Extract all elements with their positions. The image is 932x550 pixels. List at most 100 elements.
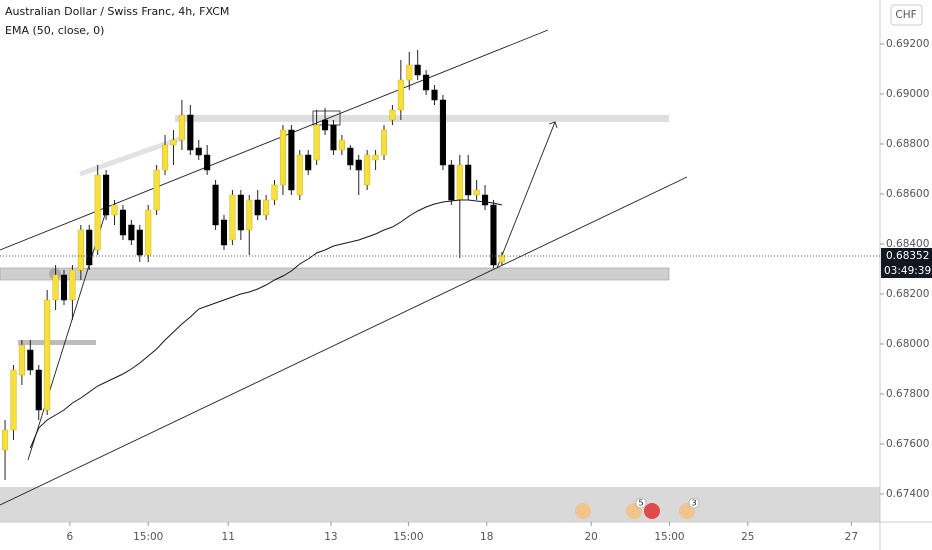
highlight-line	[79, 134, 186, 177]
candle-body	[27, 349, 34, 371]
candle-body	[296, 154, 303, 196]
candle-body	[103, 174, 110, 216]
zone	[175, 115, 669, 122]
x-tick-label: 20	[584, 531, 597, 543]
arrow-head	[548, 121, 558, 129]
x-tick-label: 13	[324, 531, 337, 543]
y-tick-label: 0.68600	[886, 188, 929, 200]
x-tick-label: 18	[480, 531, 493, 543]
subtitle: EMA (50, close, 0)	[5, 24, 104, 37]
x-tick-label: 25	[741, 531, 754, 543]
candle-body	[178, 114, 185, 141]
badge-count: 3	[691, 499, 696, 508]
x-tick-label: 15:00	[393, 531, 423, 543]
candle-body	[254, 199, 261, 216]
candle-body	[465, 164, 472, 196]
candle-body	[136, 229, 143, 256]
candle-body	[355, 159, 362, 171]
candle-body	[119, 209, 126, 236]
trend-line	[0, 176, 688, 506]
y-tick-label: 0.69200	[886, 38, 929, 50]
candle-body	[364, 154, 371, 186]
y-tick-label: 0.68800	[886, 138, 929, 150]
event-icon[interactable]	[644, 503, 660, 519]
event-icon[interactable]	[575, 503, 591, 519]
countdown-box	[881, 263, 932, 278]
candle-body	[246, 199, 253, 231]
candle-body	[162, 144, 169, 171]
candle-body	[204, 154, 211, 171]
candle-body	[170, 139, 177, 146]
candle-body	[448, 164, 455, 201]
trend-line	[0, 29, 549, 251]
zone	[0, 487, 880, 522]
candle-body	[406, 64, 413, 81]
candle-body	[153, 169, 160, 211]
currency: CHF	[895, 9, 916, 21]
candle-body	[60, 274, 68, 301]
candle-body	[313, 124, 320, 161]
x-tick-label: 11	[222, 531, 235, 543]
candle-body	[271, 184, 278, 201]
badge-count: 5	[638, 499, 643, 508]
drawings	[0, 29, 880, 522]
candle-body	[35, 369, 42, 411]
candle-body	[380, 129, 388, 156]
candle-body	[94, 174, 101, 251]
y-tick-label: 0.68000	[886, 338, 929, 350]
events: 5 3	[575, 497, 700, 519]
candle-body	[305, 154, 312, 171]
candle-body	[322, 119, 329, 131]
chart-title: Australian Dollar / Swiss Franc, 4h, FXC…	[5, 5, 229, 18]
candle-body	[237, 194, 244, 231]
candle-body	[330, 124, 337, 151]
x-tick-label: 15:00	[654, 531, 684, 543]
candle-body	[372, 154, 379, 161]
candle-body	[52, 274, 59, 301]
candle-body	[2, 429, 9, 451]
candle-body	[229, 194, 236, 241]
candle-body	[389, 109, 396, 121]
candle-body	[431, 89, 438, 101]
candle-body	[397, 79, 404, 111]
candle-body	[220, 219, 228, 246]
candle-body	[414, 64, 421, 76]
y-tick-label: 0.68200	[886, 288, 929, 300]
y-tick-label: 0.69000	[886, 88, 929, 100]
candle-body	[111, 204, 118, 216]
y-tick-label: 0.67800	[886, 388, 929, 400]
candle-body	[145, 209, 152, 256]
candle-body	[439, 99, 446, 166]
currency-box[interactable]	[890, 4, 923, 26]
badge	[688, 497, 700, 509]
countdown: 03:49:39	[884, 265, 931, 277]
candle-body	[347, 147, 354, 166]
price-label-box	[881, 248, 932, 263]
y-tick-label: 0.68400	[886, 238, 929, 250]
candle-body	[279, 129, 286, 186]
x-tick-label: 15:00	[133, 531, 163, 543]
zone	[18, 340, 96, 345]
candle-body	[490, 204, 497, 266]
y-tick-label: 0.67400	[886, 488, 929, 500]
candle-body	[77, 229, 84, 271]
x-tick-label: 6	[67, 531, 74, 543]
candle-body	[473, 189, 480, 196]
candle-body	[44, 299, 51, 411]
candle-body	[86, 229, 93, 266]
y-tick-label: 0.67600	[886, 438, 929, 450]
candle-body	[10, 369, 17, 431]
candle-body	[263, 199, 270, 216]
candle-body	[498, 254, 505, 263]
candle-body	[128, 224, 135, 241]
x-tick-label: 27	[845, 531, 858, 543]
ema-line	[29, 199, 503, 449]
candle-body	[195, 147, 202, 156]
badge	[635, 497, 647, 509]
zone	[0, 267, 670, 281]
candle-body	[288, 129, 295, 191]
candle-body	[187, 114, 194, 151]
price-label: 0.68352	[886, 250, 929, 262]
candle-body	[456, 164, 463, 201]
